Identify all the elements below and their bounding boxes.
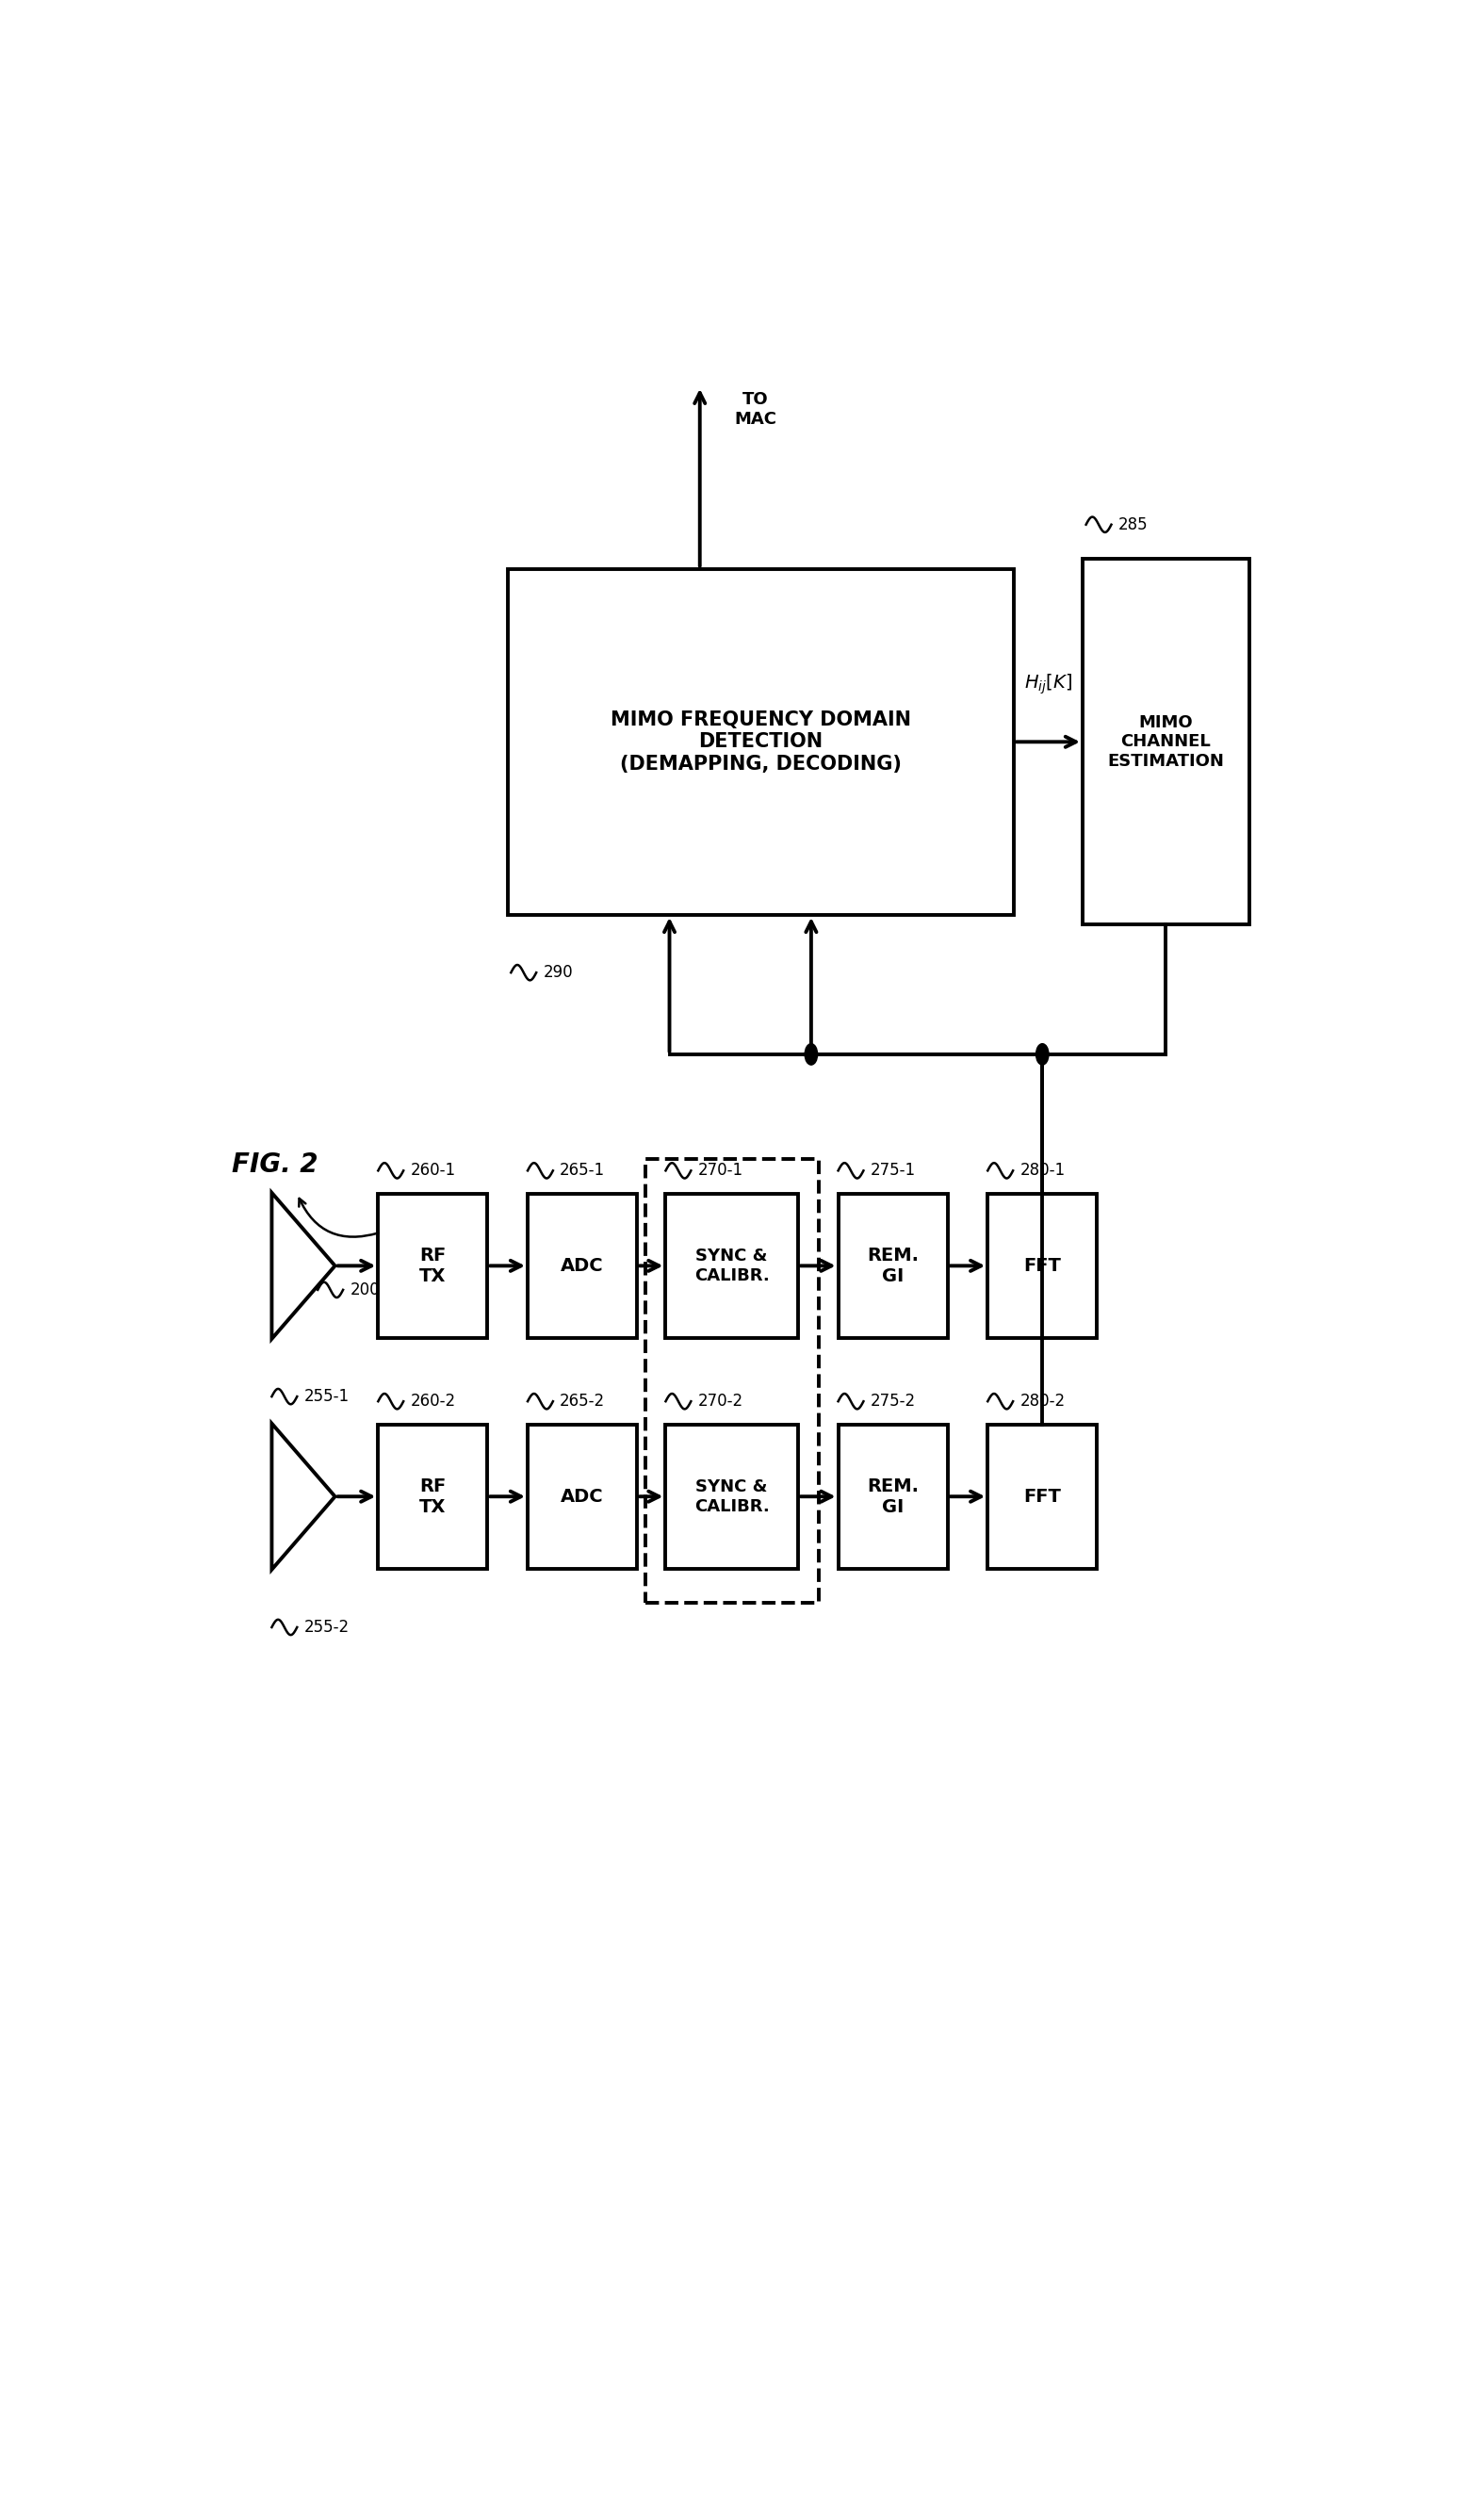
Text: FIG. 2: FIG. 2 (232, 1151, 318, 1179)
FancyBboxPatch shape (666, 1423, 798, 1568)
Text: 270-2: 270-2 (697, 1393, 743, 1411)
Text: 290: 290 (543, 964, 573, 981)
Text: REM.
GI: REM. GI (867, 1246, 919, 1286)
FancyBboxPatch shape (528, 1423, 637, 1568)
FancyBboxPatch shape (988, 1194, 1097, 1338)
FancyBboxPatch shape (838, 1423, 947, 1568)
FancyBboxPatch shape (666, 1194, 798, 1338)
Text: RF
TX: RF TX (420, 1478, 447, 1516)
Text: ADC: ADC (561, 1256, 604, 1276)
FancyBboxPatch shape (1083, 559, 1250, 924)
Text: 280-2: 280-2 (1020, 1393, 1066, 1411)
Text: FFT: FFT (1024, 1488, 1061, 1506)
Text: 265-1: 265-1 (559, 1161, 605, 1179)
Text: ADC: ADC (561, 1488, 604, 1506)
Text: SYNC &
CALIBR.: SYNC & CALIBR. (695, 1248, 769, 1283)
FancyBboxPatch shape (508, 569, 1014, 914)
Text: 285: 285 (1119, 517, 1149, 532)
FancyBboxPatch shape (838, 1194, 947, 1338)
Circle shape (1036, 1044, 1049, 1064)
Text: 260-1: 260-1 (411, 1161, 456, 1179)
Circle shape (804, 1044, 818, 1064)
Text: 265-2: 265-2 (559, 1393, 605, 1411)
Text: REM.
GI: REM. GI (867, 1478, 919, 1516)
Text: SYNC &
CALIBR.: SYNC & CALIBR. (695, 1478, 769, 1516)
FancyBboxPatch shape (528, 1194, 637, 1338)
Text: 275-1: 275-1 (871, 1161, 916, 1179)
Text: 255-1: 255-1 (304, 1388, 349, 1406)
Text: $H_{ij}[K]$: $H_{ij}[K]$ (1024, 672, 1071, 697)
Text: 275-2: 275-2 (871, 1393, 916, 1411)
Text: FFT: FFT (1024, 1256, 1061, 1276)
Text: RF
TX: RF TX (420, 1246, 447, 1286)
Text: MIMO
CHANNEL
ESTIMATION: MIMO CHANNEL ESTIMATION (1107, 714, 1224, 769)
Text: 260-2: 260-2 (411, 1393, 456, 1411)
Text: 255-2: 255-2 (304, 1618, 349, 1636)
Text: MIMO FREQUENCY DOMAIN
DETECTION
(DEMAPPING, DECODING): MIMO FREQUENCY DOMAIN DETECTION (DEMAPPI… (610, 712, 911, 774)
FancyBboxPatch shape (988, 1423, 1097, 1568)
FancyBboxPatch shape (378, 1423, 487, 1568)
Text: 270-1: 270-1 (697, 1161, 743, 1179)
FancyBboxPatch shape (378, 1194, 487, 1338)
Text: 280-1: 280-1 (1020, 1161, 1066, 1179)
Text: 200: 200 (350, 1281, 380, 1298)
Text: TO
MAC: TO MAC (735, 392, 776, 427)
